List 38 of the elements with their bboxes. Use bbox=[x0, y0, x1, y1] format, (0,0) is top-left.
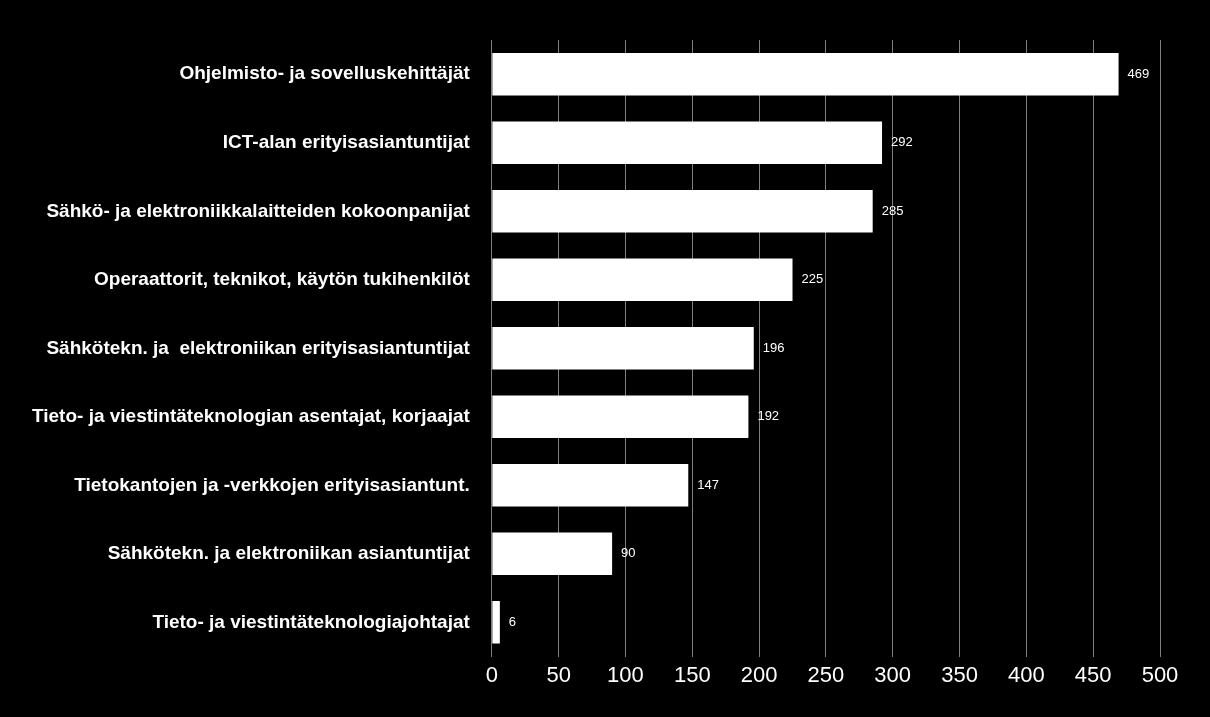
bar bbox=[492, 53, 1119, 96]
y-tick-label: Ohjelmisto- ja sovelluskehittäjät bbox=[179, 62, 471, 84]
x-tick-label: 450 bbox=[1074, 661, 1112, 687]
y-tick-label: Operaattorit, teknikot, käytön tukihenkilöt bbox=[93, 268, 471, 290]
data-label: 196 bbox=[762, 339, 785, 355]
y-tick-label: Tieto- ja viestintäteknologian asentajat, korjaajat bbox=[31, 405, 471, 427]
data-label: 469 bbox=[1127, 65, 1150, 81]
data-label: 147 bbox=[697, 476, 719, 492]
x-tick-label: 350 bbox=[941, 661, 978, 687]
bar bbox=[492, 258, 793, 302]
y-tick-label: ICT-alan erityisasiantuntijat bbox=[222, 131, 471, 152]
x-tick-label: 400 bbox=[1008, 661, 1045, 687]
data-label: 285 bbox=[881, 202, 904, 218]
x-tick-label: 300 bbox=[874, 661, 912, 687]
bar bbox=[492, 121, 883, 165]
y-tick-label: Tieto- ja viestintäteknologiajohtajat bbox=[152, 610, 471, 632]
data-label: 90 bbox=[621, 545, 636, 561]
bar bbox=[492, 601, 500, 644]
y-tick-label: Sähkö- ja elektroniikkalaitteiden kokoonpanijat bbox=[46, 199, 471, 221]
x-tick-label: 50 bbox=[546, 661, 571, 687]
x-tick-label: 250 bbox=[807, 661, 845, 687]
bar bbox=[492, 190, 873, 233]
data-label: 225 bbox=[801, 271, 824, 287]
bar bbox=[492, 532, 613, 576]
data-label: 292 bbox=[891, 134, 913, 150]
x-tick-label: 500 bbox=[1141, 661, 1179, 687]
data-label: 6 bbox=[508, 613, 517, 629]
bar bbox=[492, 327, 754, 370]
bar bbox=[492, 464, 689, 507]
x-tick-label: 200 bbox=[740, 661, 778, 687]
y-tick-label: Sähkötekn. ja elektroniikan erityisasiantuntijat bbox=[46, 336, 471, 358]
y-tick-label: Tietokantojen ja -verkkojen erityisasiantunt. bbox=[74, 473, 470, 495]
y-tick-label: Sähkötekn. ja elektroniikan asiantuntijat bbox=[107, 542, 471, 564]
x-tick-label: 150 bbox=[673, 661, 711, 687]
x-tick-label: 100 bbox=[607, 661, 644, 687]
x-tick-label: 0 bbox=[485, 661, 498, 687]
data-label: 192 bbox=[757, 408, 780, 424]
bar bbox=[492, 395, 749, 439]
